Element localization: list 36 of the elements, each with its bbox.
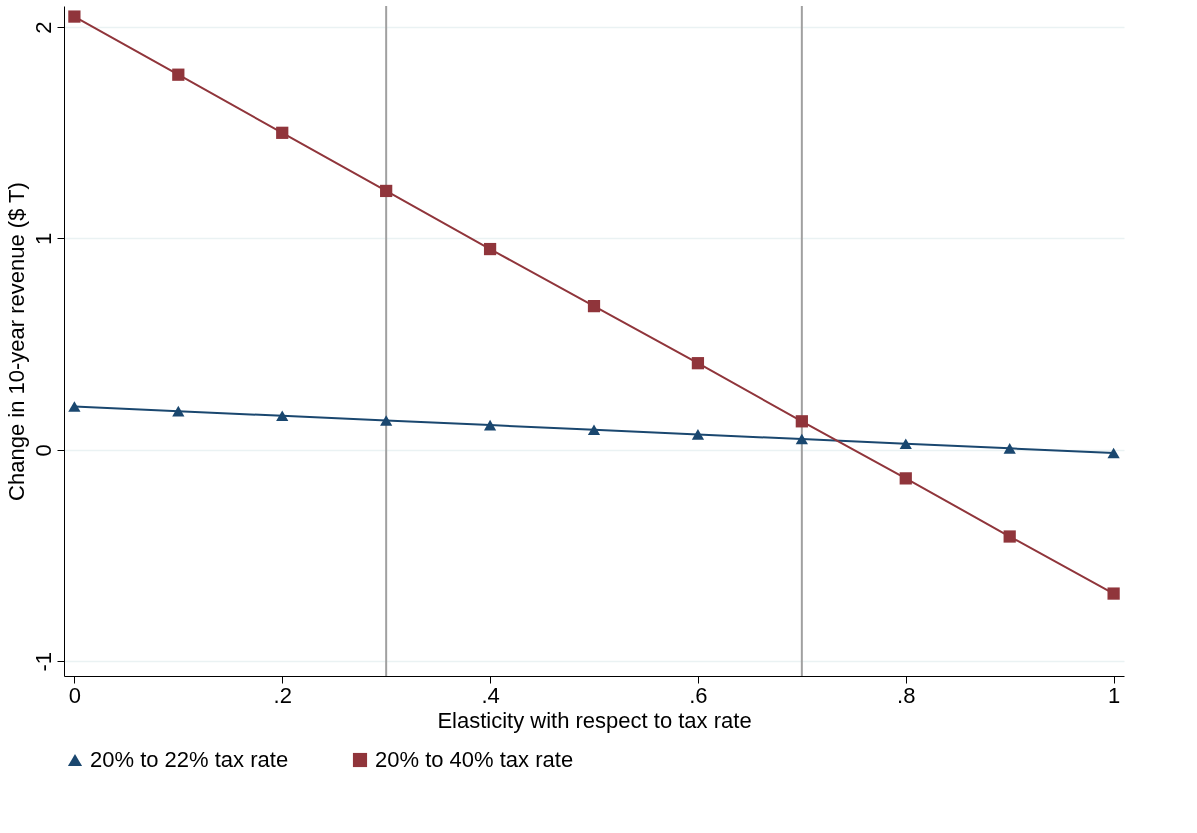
point	[1003, 443, 1016, 454]
point	[276, 410, 289, 422]
x-tick-label: .6	[689, 682, 708, 708]
y-tick-label: 1	[30, 232, 56, 246]
point	[68, 401, 81, 412]
point	[380, 184, 393, 198]
point	[899, 472, 912, 485]
legend-label: 20% to 22% tax rate	[90, 747, 289, 772]
point	[899, 438, 912, 450]
point	[587, 300, 601, 313]
point	[172, 68, 185, 81]
point	[276, 126, 289, 139]
point	[795, 433, 808, 445]
y-tick-label: 0	[30, 444, 56, 457]
point	[68, 10, 81, 23]
y-tick-label: -1	[30, 651, 56, 672]
y-axis-title: Change in 10-year revenue ($ T)	[3, 182, 29, 501]
point	[483, 242, 497, 256]
point	[1003, 530, 1016, 543]
y-tick-label: 2	[30, 21, 56, 34]
x-tick-label: 1	[1107, 682, 1121, 708]
x-tick-label: .8	[897, 682, 916, 708]
point	[691, 429, 705, 440]
point	[380, 415, 393, 426]
point	[1107, 447, 1120, 459]
point	[1107, 587, 1120, 600]
point	[795, 415, 808, 428]
point	[172, 405, 185, 417]
point	[483, 419, 497, 431]
point	[587, 424, 601, 436]
x-axis-title: Elasticity with respect to tax rate	[437, 707, 752, 733]
x-tick-label: .2	[273, 682, 292, 708]
point	[691, 357, 705, 370]
x-tick-label: 0	[68, 682, 82, 708]
legend-label: 20% to 40% tax rate	[375, 747, 574, 772]
x-tick-label: .4	[481, 682, 500, 708]
